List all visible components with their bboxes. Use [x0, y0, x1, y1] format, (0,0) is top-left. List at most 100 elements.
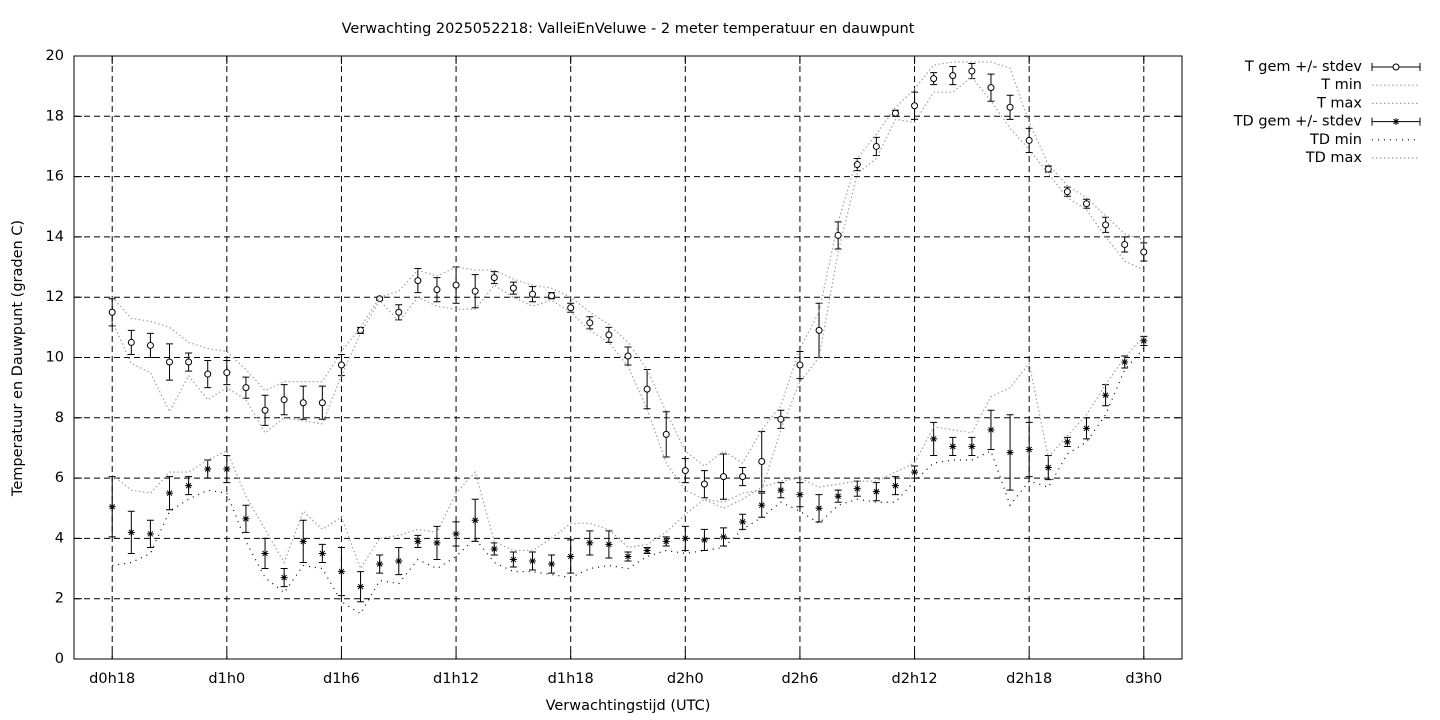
- data-point: [261, 549, 269, 557]
- data-point: [758, 501, 766, 509]
- data-point: [1140, 248, 1148, 256]
- chart-title: Verwachting 2025052218: ValleiEnVeluwe -…: [342, 21, 915, 37]
- legend-label: TD gem +/- stdev: [1233, 114, 1363, 130]
- range-line: [111, 76, 1145, 503]
- data-point: [586, 319, 594, 327]
- x-tick-label: d2h6: [782, 671, 819, 687]
- data-point: [318, 549, 326, 557]
- data-point: [185, 358, 193, 366]
- data-point: [739, 473, 747, 481]
- data-point: [299, 399, 307, 407]
- data-point: [414, 277, 422, 285]
- legend-label: T max: [1316, 95, 1362, 111]
- data-point: [605, 540, 613, 548]
- data-point: [471, 287, 479, 295]
- data-point: [834, 231, 842, 239]
- data-point: [261, 406, 269, 414]
- data-point: [700, 536, 708, 544]
- data-point: [1121, 358, 1129, 366]
- data-point: [739, 518, 747, 526]
- x-tick-label: d1h12: [433, 671, 479, 687]
- data-point: [528, 557, 536, 565]
- data-point: [509, 284, 517, 292]
- data-point: [452, 281, 460, 289]
- data-point: [1082, 200, 1090, 208]
- data-point: [433, 539, 441, 547]
- y-tick-label: 6: [55, 470, 64, 486]
- data-point: [490, 545, 498, 553]
- data-point: [643, 546, 651, 554]
- data-point: [662, 537, 670, 545]
- data-point: [223, 465, 231, 473]
- y-tick-label: 20: [46, 48, 64, 64]
- data-point: [1063, 438, 1071, 446]
- data-point: [815, 326, 823, 334]
- data-point: [853, 485, 861, 493]
- range-line: [112, 348, 1145, 615]
- x-tick-label: d3h0: [1125, 671, 1162, 687]
- data-point: [605, 331, 613, 339]
- range-line: [111, 335, 1145, 570]
- data-point: [337, 568, 345, 576]
- data-point: [1121, 240, 1129, 248]
- data-point: [357, 583, 365, 591]
- data-point: [280, 574, 288, 582]
- data-point: [395, 308, 403, 316]
- legend-label: TD max: [1305, 150, 1363, 166]
- data-point: [108, 308, 116, 316]
- data-point: [108, 503, 116, 511]
- data-point: [796, 491, 804, 499]
- data-point: [815, 504, 823, 512]
- x-axis-label: Verwachtingstijd (UTC): [546, 698, 711, 714]
- data-point: [1006, 448, 1014, 456]
- data-point: [700, 480, 708, 488]
- data-point: [548, 292, 556, 300]
- data-point: [567, 304, 575, 312]
- legend-label: TD min: [1309, 132, 1362, 148]
- data-point: [586, 539, 594, 547]
- data-point: [796, 361, 804, 369]
- y-tick-label: 18: [46, 108, 64, 124]
- y-axis-label: Temperatuur en Dauwpunt (graden C): [10, 220, 26, 497]
- data-point: [223, 369, 231, 377]
- data-point: [471, 516, 479, 524]
- data-point: [146, 341, 154, 349]
- x-tick-label: d1h6: [323, 671, 360, 687]
- data-point: [643, 385, 651, 393]
- legend-swatch: [1392, 118, 1400, 126]
- data-point: [376, 560, 384, 568]
- data-point: [662, 430, 670, 438]
- plot-frame: [73, 55, 1183, 660]
- x-tick-label: d2h0: [667, 671, 704, 687]
- data-point: [891, 109, 899, 117]
- x-tick-label: d2h12: [892, 671, 938, 687]
- legend-label: T min: [1320, 77, 1362, 93]
- y-tick-label: 4: [55, 530, 64, 546]
- x-tick-label: d1h18: [548, 671, 594, 687]
- data-point: [127, 338, 135, 346]
- data-point: [987, 426, 995, 434]
- data-point: [949, 72, 957, 80]
- data-point: [1025, 445, 1033, 453]
- data-point: [528, 290, 536, 298]
- data-point: [834, 492, 842, 500]
- data-point: [872, 142, 880, 150]
- data-point: [1082, 424, 1090, 432]
- data-point: [509, 556, 517, 564]
- y-tick-label: 8: [55, 410, 64, 426]
- data-point: [930, 435, 938, 443]
- data-point: [185, 482, 193, 490]
- x-tick-label: d0h18: [89, 671, 135, 687]
- data-point: [681, 534, 689, 542]
- data-point: [968, 442, 976, 450]
- data-point: [166, 489, 174, 497]
- y-tick-label: 0: [55, 651, 64, 667]
- data-point: [414, 537, 422, 545]
- data-point: [1140, 337, 1148, 345]
- x-tick-label: d2h18: [1006, 671, 1052, 687]
- data-point: [987, 84, 995, 92]
- data-point: [146, 530, 154, 538]
- y-tick-label: 12: [46, 289, 64, 305]
- y-tick-label: 2: [55, 591, 64, 607]
